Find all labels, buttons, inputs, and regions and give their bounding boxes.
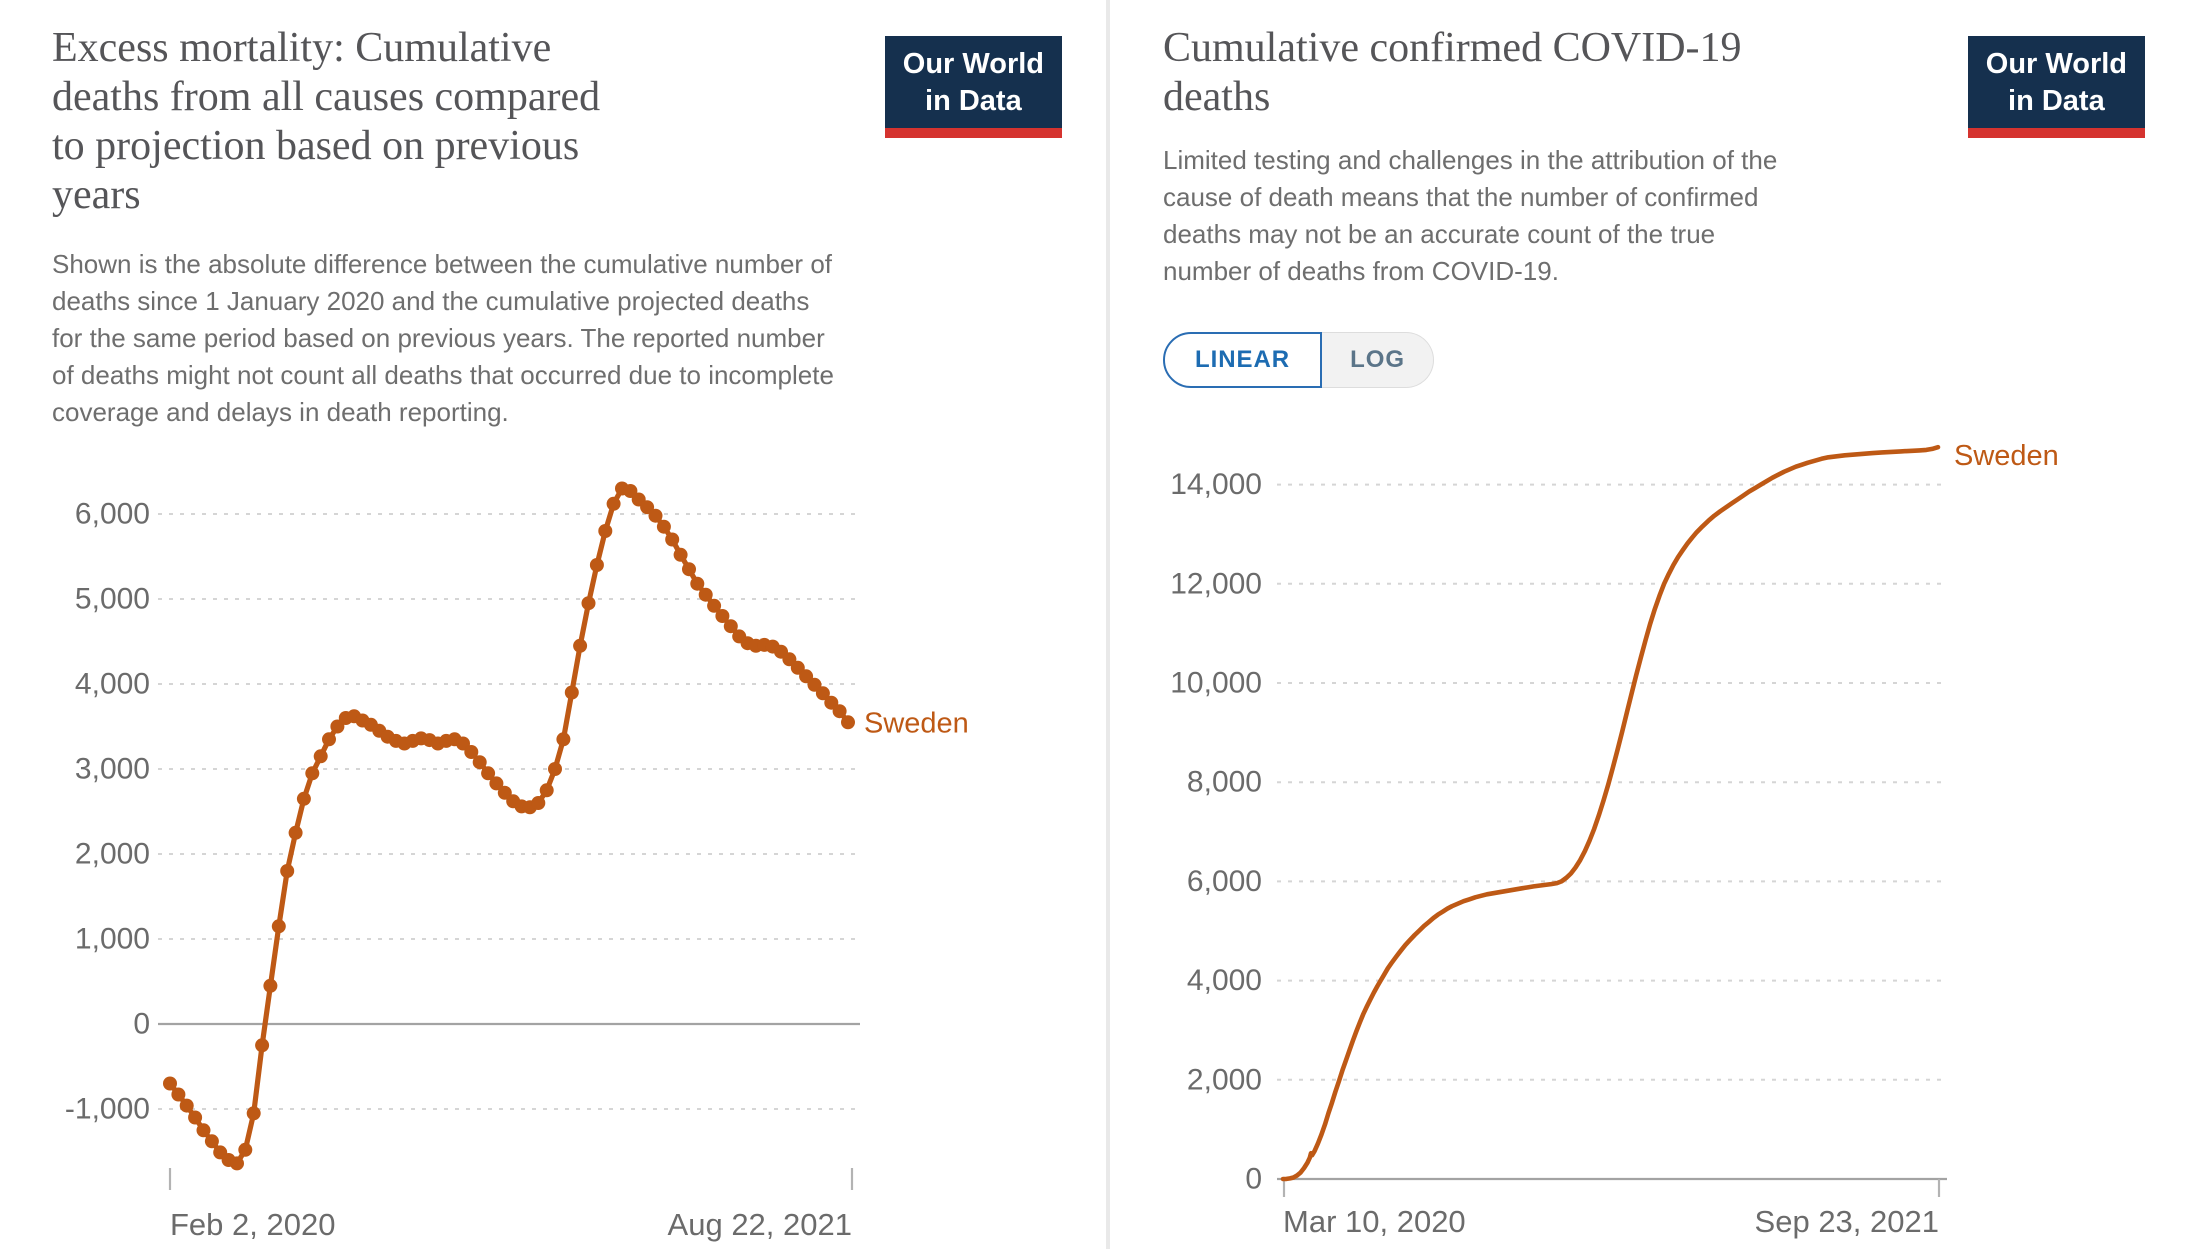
- data-point: [589, 558, 604, 572]
- x-axis-label: Aug 22, 2021: [668, 1207, 852, 1242]
- entity-label: Sweden: [864, 707, 969, 739]
- covid-deaths-chart[interactable]: 14,000 12,000 10,000 8,000 6,000 4,000 2,000 0M…: [1112, 430, 2189, 1249]
- y-axis-label: 5,000: [75, 583, 150, 616]
- data-point: [204, 1134, 219, 1149]
- data-point: [690, 576, 705, 591]
- y-axis-label: 8,000: [1187, 766, 1262, 799]
- data-point: [472, 755, 487, 770]
- data-point: [573, 638, 588, 653]
- right-chart-title: Cumulative confirmed COVID-19 deaths: [1163, 25, 1742, 121]
- data-point: [464, 745, 479, 759]
- y-axis-label: 12,000: [1170, 567, 1262, 600]
- owid-logo-text: Our World in Data: [902, 48, 1044, 118]
- y-axis-label: 4,000: [75, 668, 150, 701]
- panel-divider: [1106, 0, 1110, 1249]
- data-point: [489, 776, 504, 791]
- y-axis-label: 6,000: [75, 498, 150, 531]
- data-point: [330, 719, 345, 734]
- data-point: [673, 547, 688, 562]
- y-axis-label: 6,000: [1187, 865, 1262, 898]
- data-point: [782, 652, 797, 667]
- y-axis-label: 2,000: [75, 838, 150, 871]
- data-point: [238, 1142, 253, 1157]
- data-point: [606, 496, 621, 511]
- entity-label: Sweden: [1954, 440, 2059, 472]
- data-point: [715, 609, 730, 623]
- data-point: [815, 686, 830, 701]
- scale-toggle: LINEAR LOG: [1163, 332, 1434, 388]
- left-chart-title: Excess mortality: Cumulative deaths from…: [52, 25, 601, 219]
- data-point: [263, 978, 278, 993]
- data-point: [682, 562, 696, 577]
- owid-logo-text: Our World in Data: [1985, 48, 2127, 118]
- excess-mortality-panel: Excess mortality: Cumulative deaths from…: [0, 25, 1108, 1249]
- linear-scale-button[interactable]: LINEAR: [1163, 332, 1323, 388]
- log-scale-button[interactable]: LOG: [1322, 332, 1434, 388]
- data-point: [832, 704, 847, 719]
- data-point: [313, 749, 328, 764]
- data-point: [481, 766, 496, 781]
- data-point: [723, 619, 738, 634]
- series-line-sweden: [167, 485, 851, 1167]
- data-point: [548, 762, 562, 776]
- data-point: [698, 587, 713, 602]
- y-axis-label: 0: [1245, 1163, 1262, 1196]
- data-point: [280, 864, 295, 878]
- series-line-sweden: [1280, 444, 1941, 1182]
- data-point: [648, 508, 663, 523]
- right-chart-subtitle: Limited testing and challenges in the at…: [1163, 145, 1778, 286]
- data-point: [581, 596, 596, 611]
- y-axis-label: 2,000: [1187, 1063, 1262, 1096]
- owid-logo: Our World in Data: [884, 36, 1062, 139]
- y-axis-label: 4,000: [1187, 964, 1262, 997]
- data-point: [564, 685, 579, 700]
- data-point: [288, 825, 303, 840]
- data-point: [196, 1123, 211, 1138]
- x-axis-label: Sep 23, 2021: [1755, 1204, 1939, 1239]
- data-point: [807, 677, 822, 692]
- y-axis-label: 0: [133, 1008, 150, 1041]
- left-chart-subtitle: Shown is the absolute difference between…: [52, 249, 834, 427]
- data-point: [322, 732, 336, 747]
- data-point: [171, 1087, 186, 1102]
- data-point: [163, 1076, 177, 1091]
- data-point: [305, 766, 320, 781]
- data-point: [255, 1038, 270, 1053]
- data-point: [656, 519, 671, 534]
- data-point: [246, 1106, 261, 1121]
- data-point: [665, 532, 680, 547]
- data-point: [296, 791, 311, 806]
- x-axis-label: Mar 10, 2020: [1283, 1204, 1466, 1239]
- data-point: [531, 796, 546, 810]
- y-axis-label: 10,000: [1170, 667, 1262, 700]
- data-point: [179, 1098, 194, 1113]
- y-axis-label: 3,000: [75, 753, 150, 786]
- data-point: [640, 500, 655, 515]
- data-point: [230, 1156, 244, 1171]
- data-point: [799, 669, 814, 684]
- covid-deaths-panel: Cumulative confirmed COVID-19 deaths Our…: [1112, 0, 2189, 1249]
- excess-mortality-chart[interactable]: 6,000 5,000 4,000 3,000 2,000 1,000 0 -1,000 Feb…: [0, 440, 1108, 1249]
- y-axis-label: -1,000: [65, 1093, 150, 1126]
- data-point: [188, 1110, 203, 1125]
- data-point: [556, 732, 571, 747]
- data-point: [497, 785, 512, 800]
- data-point: [598, 524, 613, 538]
- data-point: [841, 715, 855, 730]
- x-axis-label: Feb 2, 2020: [170, 1207, 335, 1242]
- data-point: [707, 598, 722, 613]
- data-point: [271, 919, 286, 934]
- y-axis-label: 1,000: [75, 923, 150, 956]
- owid-logo: Our World in Data: [1967, 36, 2145, 139]
- data-point: [539, 783, 554, 798]
- y-axis-label: 14,000: [1170, 468, 1262, 501]
